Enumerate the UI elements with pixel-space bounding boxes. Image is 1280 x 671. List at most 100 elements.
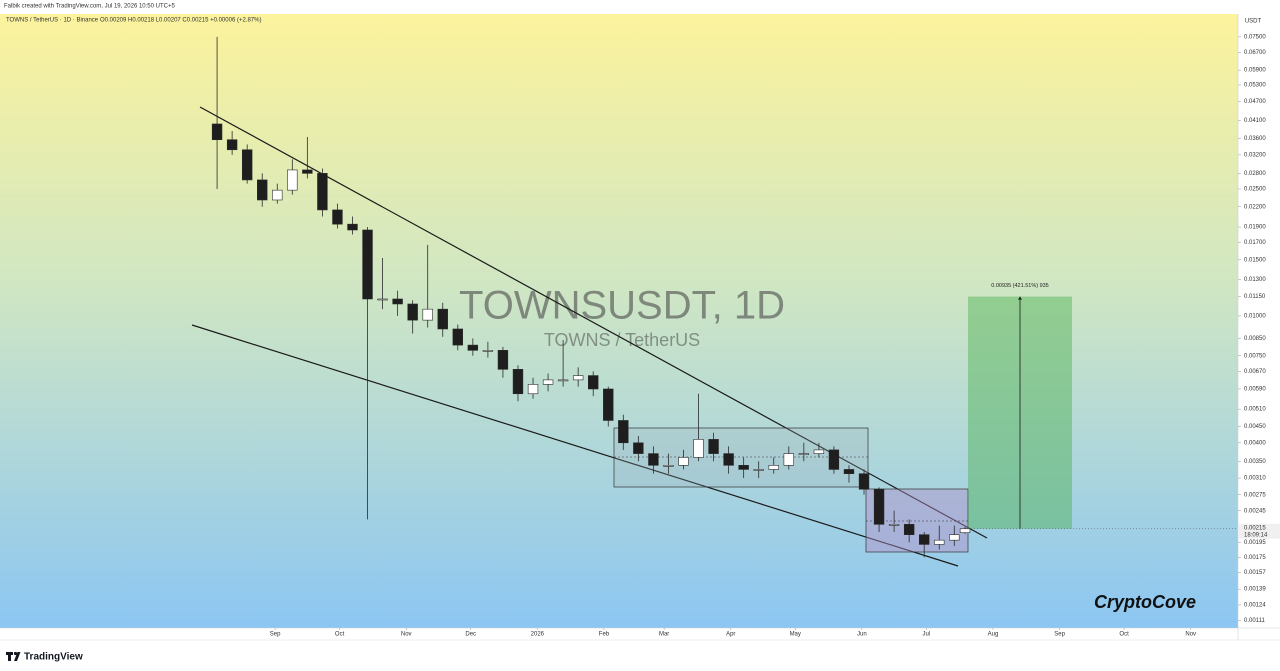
footer-logo xyxy=(6,651,21,661)
candle-body xyxy=(903,524,915,535)
candle-body xyxy=(708,439,719,454)
y-tick-label: 0.00400 xyxy=(1244,440,1266,446)
measure-label: 0.00935 (421.51%) 935 xyxy=(991,283,1049,289)
candle-body xyxy=(633,442,644,454)
candle-body xyxy=(618,420,629,444)
candle-body xyxy=(603,388,614,421)
x-tick-label: Feb xyxy=(599,632,610,638)
y-tick-label: 0.01000 xyxy=(1244,313,1266,319)
upper-trendline xyxy=(199,106,988,539)
y-tick-label: 0.02800 xyxy=(1244,171,1266,177)
candle-body xyxy=(332,209,343,225)
x-tick-label: Aug xyxy=(988,632,999,638)
y-tick-label: 0.01500 xyxy=(1244,257,1266,263)
x-tick-label: May xyxy=(790,632,801,638)
watermark-subtitle: TOWNS / TetherUS xyxy=(544,330,700,350)
candle-body xyxy=(873,488,885,525)
candle-body xyxy=(272,189,283,201)
y-unit: USDT xyxy=(1245,19,1262,25)
candle-body xyxy=(798,453,810,455)
y-tick-label: 0.00275 xyxy=(1244,492,1266,498)
measure-arrowhead xyxy=(1018,296,1022,300)
candle-body xyxy=(588,375,599,390)
x-tick-label: Dec xyxy=(465,632,476,638)
ohlc-line: O0.00209 H0.00218 L0.00207 C0.00215 +0.0… xyxy=(100,18,261,24)
candle-body xyxy=(512,369,524,395)
y-tick-label: 0.07500 xyxy=(1244,34,1266,40)
y-tick-label: 0.00245 xyxy=(1244,508,1266,514)
candle-body xyxy=(362,229,373,300)
watermark-title: TOWNSUSDT, 1D xyxy=(459,284,785,328)
candle-body xyxy=(858,473,870,490)
logo-shape xyxy=(13,651,18,656)
y-tick-label: 0.01150 xyxy=(1244,294,1266,300)
plot-background xyxy=(0,14,1238,628)
y-tick-label: 0.00350 xyxy=(1244,459,1266,465)
candle-body xyxy=(572,375,584,381)
x-tick-label: Jun xyxy=(857,632,867,638)
candle-body xyxy=(919,534,930,545)
x-tick-label: Sep xyxy=(1054,632,1065,638)
candle-body xyxy=(437,308,448,330)
candle-body xyxy=(813,449,825,454)
credit: Falbik created with TradingView.com, Jul… xyxy=(4,4,175,10)
candle-body xyxy=(959,528,971,533)
symbol-line: TOWNS / TetherUS · 1D · Binance xyxy=(6,18,99,24)
x-tick-label: Nov xyxy=(1185,632,1196,638)
last-price-badge xyxy=(1238,523,1280,539)
candle-body xyxy=(678,457,689,466)
x-tick-label: Jul xyxy=(923,632,931,638)
candle-body xyxy=(377,298,388,301)
y-tick-label: 0.00590 xyxy=(1244,387,1266,393)
y-tick-label: 0.03200 xyxy=(1244,152,1266,158)
candle-body xyxy=(934,539,945,545)
x-tick-label: Oct xyxy=(1119,632,1129,638)
candle-body xyxy=(317,173,328,211)
candle-body xyxy=(226,139,238,151)
x-tick-label: 2026 xyxy=(531,632,545,638)
candle-body xyxy=(422,308,433,321)
candle-body xyxy=(497,350,509,370)
candle-body xyxy=(783,453,794,466)
y-tick-label: 0.00111 xyxy=(1244,618,1265,624)
x-tick-label: Oct xyxy=(335,632,345,638)
y-tick-label: 0.01300 xyxy=(1244,277,1266,283)
candle-body xyxy=(407,303,418,321)
footer-logo-text: TradingView xyxy=(24,652,83,663)
candle-body xyxy=(843,469,855,474)
y-tick-label: 0.06700 xyxy=(1244,50,1266,56)
candle-body xyxy=(542,379,554,385)
drawings xyxy=(191,106,988,567)
y-tick-label: 0.00750 xyxy=(1244,353,1266,359)
candle-body xyxy=(527,384,539,395)
candle-body xyxy=(693,439,704,458)
candle-body xyxy=(347,223,358,231)
y-tick-label: 0.01700 xyxy=(1244,240,1266,246)
x-tick-label: Apr xyxy=(726,632,735,638)
countdown: 18:09:14 xyxy=(1244,532,1268,538)
y-tick-label: 0.00510 xyxy=(1244,407,1266,413)
y-tick-label: 0.05300 xyxy=(1244,83,1266,89)
y-tick-label: 0.00124 xyxy=(1244,603,1266,609)
candle-body xyxy=(768,465,779,470)
candle-body xyxy=(241,149,253,181)
y-tick-label: 0.00310 xyxy=(1244,476,1266,482)
y-tick-label: 0.02200 xyxy=(1244,204,1266,210)
x-tick-label: Sep xyxy=(270,632,281,638)
candle-body xyxy=(663,465,674,467)
y-tick-label: 0.04100 xyxy=(1244,118,1266,124)
candle-body xyxy=(888,524,900,526)
candle-body xyxy=(211,123,223,141)
candle-body xyxy=(557,379,569,382)
candle-body xyxy=(257,179,268,201)
candle-body xyxy=(648,453,659,466)
lower-trendline xyxy=(191,324,959,567)
candle-body xyxy=(482,350,494,352)
x-tick-label: Mar xyxy=(659,632,669,638)
candle-body xyxy=(452,328,463,346)
candle-body xyxy=(753,469,764,471)
logo-shape xyxy=(14,652,21,661)
y-tick-label: 0.00450 xyxy=(1244,424,1266,430)
candle-body xyxy=(467,344,479,351)
logo-shape xyxy=(8,652,11,661)
